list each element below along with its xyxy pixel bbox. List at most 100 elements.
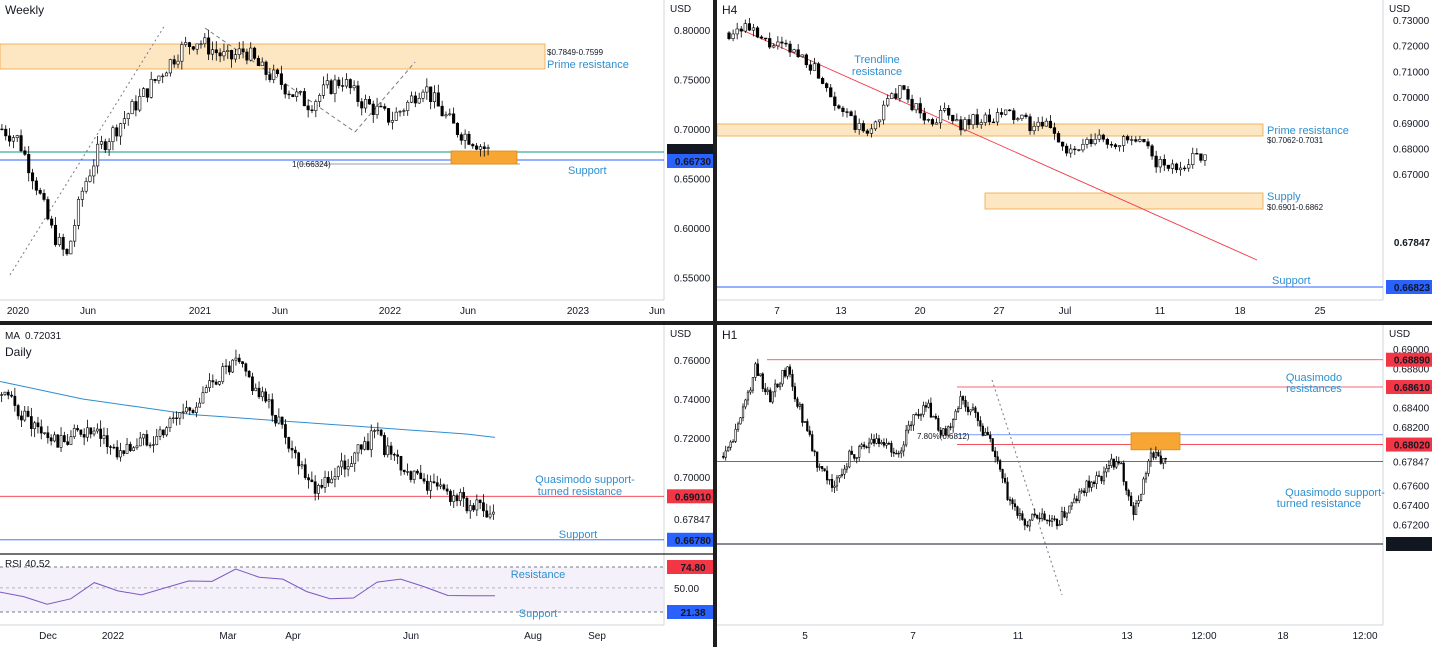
support-label: Support bbox=[568, 165, 607, 177]
qm-support-label: Quasimodo support- bbox=[535, 474, 635, 486]
y-tick-label: 0.55000 bbox=[674, 274, 711, 285]
weekly-candle bbox=[475, 145, 479, 150]
h1-candle bbox=[845, 466, 848, 470]
h4-chart[interactable]: USD 7 13 20 27 Jul 11 18 25 H4 0.73000 0.72000 0.710… bbox=[717, 0, 1432, 321]
ma-value: 0.72031 bbox=[25, 331, 62, 342]
daily-candle bbox=[23, 410, 27, 421]
daily-candle bbox=[369, 430, 373, 450]
h1-chart-panel[interactable]: USD 5 7 11 13 12:00 18 12:00 H1 0.69000 0.68800 0.6… bbox=[717, 325, 1432, 647]
x-tick-label: 12:00 bbox=[1191, 631, 1216, 642]
y-tick-label: 0.69000 bbox=[1393, 345, 1430, 356]
y-tick-label: 0.67400 bbox=[1393, 501, 1430, 512]
weekly-candle bbox=[126, 113, 130, 120]
h1-candle bbox=[919, 414, 923, 417]
h1-candle bbox=[1164, 458, 1167, 460]
daily-candle bbox=[346, 466, 350, 470]
moving-average-line bbox=[0, 380, 496, 438]
h1-candle bbox=[882, 442, 886, 446]
h4-candle bbox=[1178, 167, 1183, 171]
x-tick-label: 18 bbox=[1277, 631, 1289, 642]
h1-candle bbox=[1050, 518, 1054, 522]
h1-candle bbox=[910, 424, 913, 427]
h1-candle bbox=[1137, 500, 1140, 504]
daily-candle bbox=[175, 417, 178, 419]
h4-candle bbox=[800, 54, 804, 58]
h1-candle bbox=[971, 407, 975, 411]
weekly-candle bbox=[321, 84, 326, 96]
h1-candle bbox=[1149, 452, 1153, 462]
weekly-chart-panel[interactable]: USD 2020 Jun 2021 Jun 2022 Jun 2023 Jun Weekly 0.8… bbox=[0, 0, 713, 321]
weekly-candle bbox=[161, 75, 165, 78]
daily-candle bbox=[224, 365, 228, 367]
h1-candle bbox=[818, 466, 821, 468]
y-tick-label: 0.76000 bbox=[674, 356, 711, 367]
daily-chart[interactable]: USD Dec 2022 Mar Apr Jun Aug Sep MA 0.72031 Daily 0… bbox=[0, 325, 713, 647]
x-tick-label: 7 bbox=[910, 631, 916, 642]
h1-candle bbox=[796, 398, 799, 407]
h4-candle bbox=[1121, 136, 1126, 146]
daily-candle bbox=[86, 427, 89, 438]
weekly-candle bbox=[38, 189, 42, 194]
h4-candle bbox=[861, 123, 865, 132]
daily-candle bbox=[178, 412, 182, 419]
x-tick-label: 13 bbox=[835, 306, 847, 317]
weekly-candle bbox=[268, 74, 272, 80]
h4-chart-panel[interactable]: USD 7 13 20 27 Jul 11 18 25 H4 0.73000 0.72000 0.710… bbox=[717, 0, 1432, 321]
daily-chart-panel[interactable]: USD Dec 2022 Mar Apr Jun Aug Sep MA 0.72031 Daily 0… bbox=[0, 325, 713, 647]
rsi-tag-upper: 74.80 bbox=[680, 563, 705, 574]
daily-candle bbox=[247, 370, 251, 378]
daily-candle bbox=[112, 446, 116, 449]
daily-candle bbox=[227, 365, 231, 373]
currency-label: USD bbox=[670, 329, 691, 340]
weekly-chart[interactable]: USD 2020 Jun 2021 Jun 2022 Jun 2023 Jun Weekly 0.8… bbox=[0, 0, 713, 321]
y-tick-label: 0.80000 bbox=[674, 26, 711, 37]
h1-candle bbox=[759, 373, 762, 376]
daily-candle bbox=[128, 443, 132, 451]
weekly-candle bbox=[272, 69, 276, 80]
weekly-candle bbox=[30, 172, 35, 182]
h4-candle bbox=[1032, 125, 1036, 132]
h4-candle bbox=[1187, 164, 1191, 169]
weekly-candle bbox=[256, 58, 260, 66]
weekly-candle bbox=[356, 85, 360, 102]
daily-candle bbox=[211, 380, 215, 383]
h1-candle bbox=[843, 468, 846, 475]
h1-candle bbox=[1043, 513, 1046, 521]
daily-candle bbox=[218, 381, 221, 385]
daily-candle bbox=[16, 405, 20, 417]
h1-candle bbox=[865, 446, 868, 449]
h1-candle bbox=[1105, 467, 1108, 473]
weekly-candle bbox=[298, 91, 303, 93]
weekly-candle bbox=[76, 199, 81, 226]
daily-candle bbox=[416, 470, 419, 474]
qm-res-label: Quasimodo bbox=[1286, 372, 1342, 384]
daily-candle bbox=[442, 484, 446, 490]
h1-candle bbox=[1142, 478, 1145, 495]
daily-candle bbox=[419, 472, 423, 480]
h4-candle bbox=[1069, 148, 1073, 154]
h4-candle bbox=[829, 87, 833, 98]
h1-candle bbox=[766, 389, 769, 393]
h4-candle bbox=[804, 54, 808, 66]
daily-candle bbox=[488, 513, 492, 518]
daily-candle bbox=[138, 437, 142, 447]
x-tick-label: Apr bbox=[285, 631, 301, 642]
supply-label: Supply bbox=[1267, 191, 1301, 203]
h1-candle bbox=[855, 457, 858, 459]
rsi-support-label: Support bbox=[519, 608, 558, 620]
daily-candle bbox=[363, 441, 367, 450]
daily-candle bbox=[356, 444, 360, 454]
weekly-candle bbox=[429, 86, 433, 102]
h4-candle bbox=[922, 112, 926, 121]
h1-candle bbox=[828, 479, 831, 481]
h1-candle bbox=[863, 444, 866, 448]
h4-candle bbox=[910, 98, 914, 111]
daily-candle bbox=[468, 505, 472, 512]
h1-candle bbox=[1139, 493, 1143, 501]
h4-candle bbox=[951, 114, 955, 122]
weekly-candle bbox=[180, 44, 184, 62]
weekly-candle bbox=[241, 48, 245, 53]
y-tick-label: 0.69000 bbox=[1393, 119, 1430, 130]
price-tag-qm-bg bbox=[667, 489, 713, 504]
